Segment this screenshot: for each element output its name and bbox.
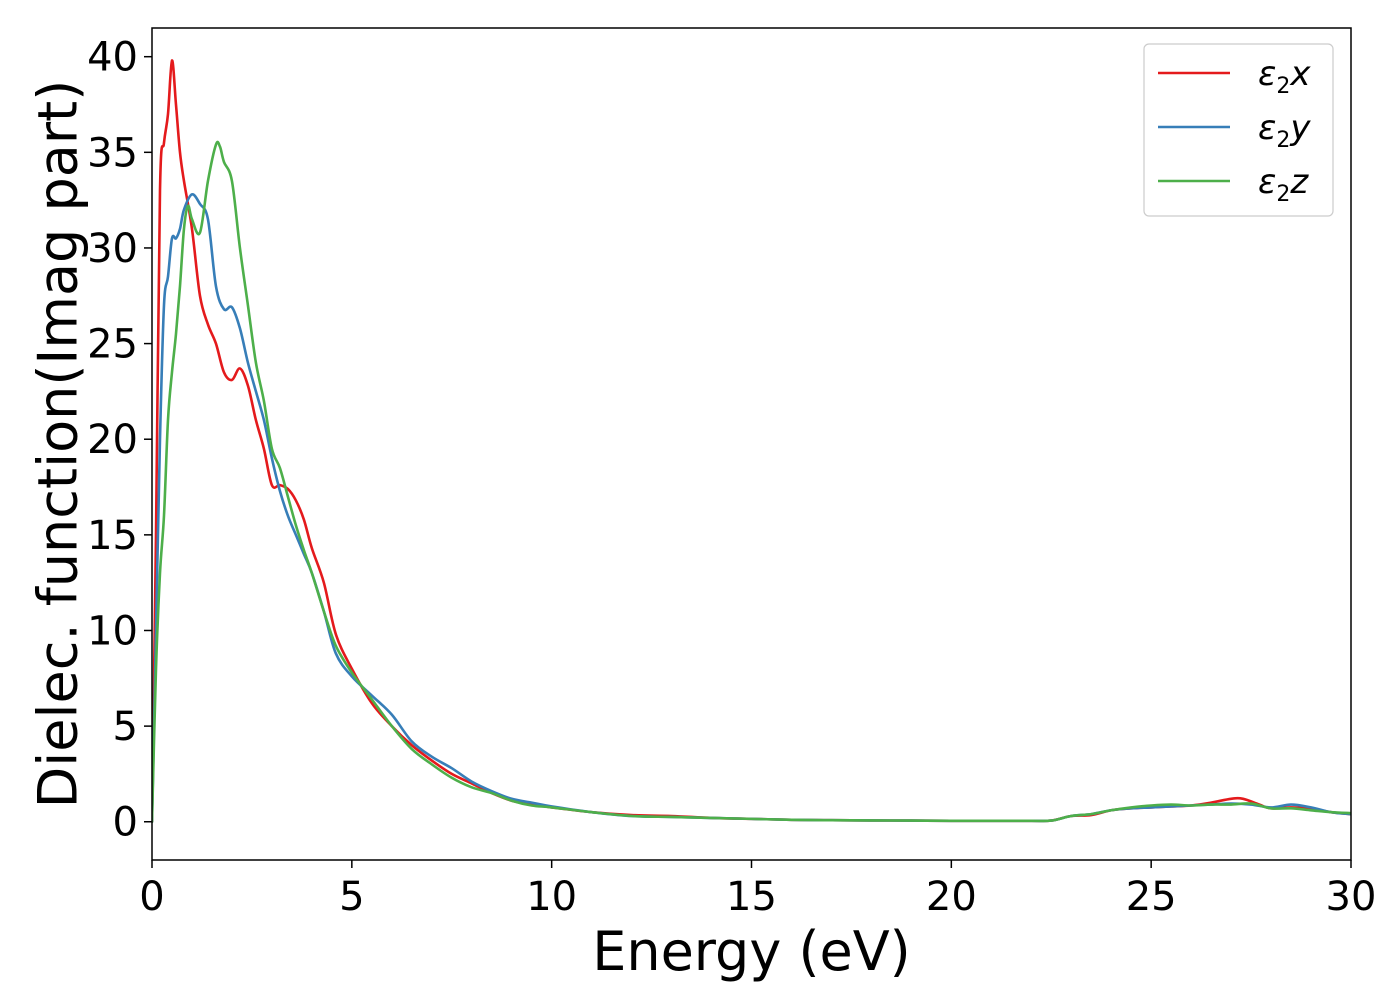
x-tick-label: 25 (1126, 874, 1177, 920)
legend-label-variable: y (1289, 108, 1311, 148)
legend-label-base: ε (1258, 108, 1276, 148)
legend-label-base: ε (1258, 162, 1276, 202)
y-tick-label: 15 (87, 513, 138, 559)
y-tick-label: 40 (87, 35, 138, 81)
y-axis-ticks: 0 5 10 15 20 25 30 35 40 (87, 35, 152, 846)
legend-label-variable: x (1289, 54, 1311, 94)
legend-label-variable: z (1289, 162, 1309, 202)
y-tick-label: 30 (87, 226, 138, 272)
x-axis-title: Energy (eV) (592, 920, 911, 983)
legend-label-subscript: 2 (1276, 182, 1290, 207)
legend-box (1143, 43, 1334, 217)
y-axis-title: Dielec. function(Imag part) (27, 80, 90, 809)
x-tick-label: 10 (526, 874, 577, 920)
y-tick-label: 25 (87, 322, 138, 368)
x-tick-label: 15 (726, 874, 777, 920)
legend-label-subscript: 2 (1276, 74, 1290, 99)
series-line-z (152, 140, 1351, 824)
x-tick-label: 20 (926, 874, 977, 920)
legend-label-y: ε2y (1258, 108, 1311, 153)
y-tick-label: 10 (87, 608, 138, 654)
y-tick-label: 35 (87, 130, 138, 176)
legend-label-x: ε2x (1258, 54, 1311, 99)
legend-label-z: ε2z (1258, 162, 1309, 207)
x-tick-label: 0 (139, 874, 164, 920)
y-tick-label: 5 (113, 704, 138, 750)
series-layer (152, 59, 1351, 824)
series-line-y (152, 193, 1351, 824)
legend-label-subscript: 2 (1276, 128, 1290, 153)
x-axis-ticks: 0 5 10 15 20 25 30 (139, 860, 1376, 920)
y-tick-label: 0 (113, 800, 138, 846)
legend-label-base: ε (1258, 54, 1276, 94)
x-tick-label: 5 (339, 874, 364, 920)
y-tick-label: 20 (87, 417, 138, 463)
x-tick-label: 30 (1326, 874, 1377, 920)
